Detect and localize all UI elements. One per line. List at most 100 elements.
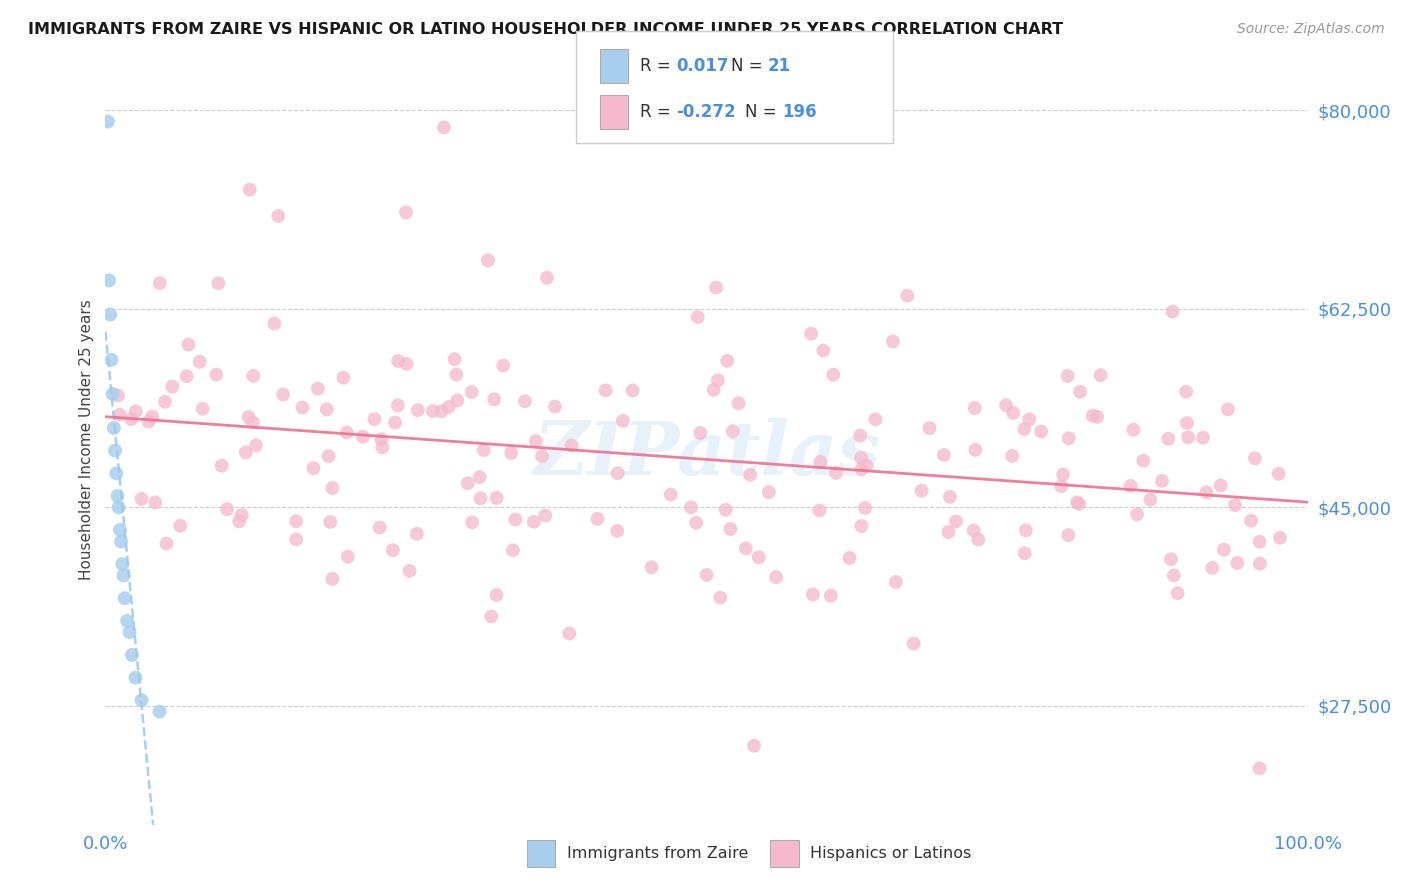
Point [501,446,523,460]
Point [765,570,787,584]
Point [932,448,955,462]
Point [443,352,465,367]
Point [849,450,872,465]
Point [606,524,628,538]
Point [1056,369,1078,384]
Point [707,373,730,387]
Text: ZIPatlas: ZIPatlas [533,418,880,491]
Text: Immigrants from Zaire: Immigrants from Zaire [567,847,748,861]
Point [1057,528,1080,542]
Point [321,572,343,586]
Point [482,392,505,407]
Point [1069,384,1091,399]
Point [238,410,260,425]
Point [285,514,308,528]
Point [111,557,134,571]
Point [205,368,228,382]
Point [686,310,709,324]
Point [727,396,749,410]
Point [433,120,456,135]
Point [882,334,904,349]
Point [395,357,418,371]
Point [738,467,761,482]
Point [801,587,824,601]
Point [302,461,325,475]
Point [903,637,925,651]
Point [153,394,176,409]
Point [177,337,200,351]
Point [131,693,153,707]
Point [398,564,420,578]
Point [148,705,170,719]
Point [1014,546,1036,560]
Point [853,500,876,515]
Point [98,308,121,322]
Point [231,508,253,523]
Point [169,518,191,533]
Text: -0.272: -0.272 [676,103,735,121]
Point [363,412,385,426]
Point [502,543,524,558]
Point [939,490,962,504]
Point [406,526,429,541]
Point [228,514,250,528]
Point [114,591,136,606]
Point [1031,425,1053,439]
Point [742,739,765,753]
Text: N =: N = [731,57,768,75]
Point [855,458,877,473]
Point [125,404,148,418]
Point [235,445,257,459]
Point [422,404,444,418]
Point [640,560,662,574]
Point [98,273,121,287]
Point [714,503,737,517]
Point [825,466,848,480]
Point [995,398,1018,412]
Point [315,402,337,417]
Point [513,394,536,409]
Point [1192,431,1215,445]
Point [505,512,527,526]
Point [437,400,460,414]
Point [748,550,770,565]
Point [107,500,129,515]
Point [108,523,131,537]
Point [1201,561,1223,575]
Point [823,368,845,382]
Point [141,409,163,424]
Point [457,476,479,491]
Point [387,398,409,412]
Point [963,401,986,415]
Point [621,384,644,398]
Point [387,354,409,368]
Point [838,551,860,566]
Point [319,515,342,529]
Point [524,434,547,449]
Text: Hispanics or Latinos: Hispanics or Latinos [810,847,972,861]
Point [685,516,707,530]
Text: R =: R = [640,57,676,75]
Point [531,449,554,463]
Point [477,253,499,268]
Point [485,588,508,602]
Point [689,425,711,440]
Point [808,455,831,469]
Point [720,522,742,536]
Point [721,424,744,438]
Y-axis label: Householder Income Under 25 years: Householder Income Under 25 years [79,299,94,580]
Point [162,379,184,393]
Point [321,481,343,495]
Point [263,317,285,331]
Point [1132,453,1154,467]
Point [716,354,738,368]
Point [659,487,682,501]
Point [813,343,835,358]
Point [536,270,558,285]
Point [1090,368,1112,383]
Point [115,614,138,628]
Text: N =: N = [745,103,782,121]
Point [1209,478,1232,492]
Point [1066,495,1088,509]
Point [1001,449,1024,463]
